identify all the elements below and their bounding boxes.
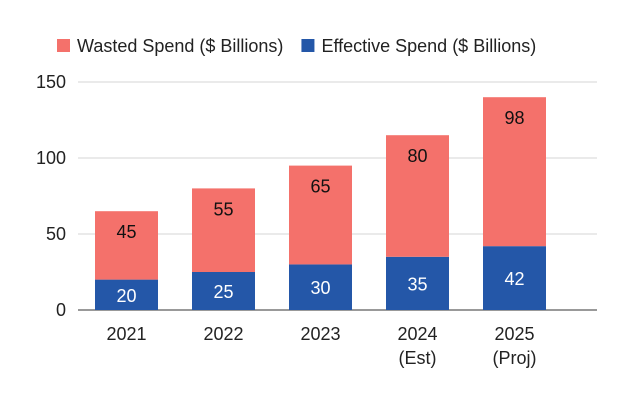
x-tick-label: 2024 bbox=[397, 324, 437, 344]
y-tick-label: 150 bbox=[36, 72, 66, 92]
bar-segment-effective[interactable] bbox=[95, 279, 158, 310]
y-tick-label: 100 bbox=[36, 148, 66, 168]
data-label: 98 bbox=[504, 108, 524, 128]
data-label: 80 bbox=[407, 146, 427, 166]
legend-swatch bbox=[57, 39, 70, 52]
bar-segment-wasted[interactable] bbox=[483, 97, 546, 247]
x-tick-label: 2023 bbox=[300, 324, 340, 344]
data-label: 20 bbox=[116, 286, 136, 306]
data-label: 35 bbox=[407, 274, 427, 294]
data-label: 55 bbox=[213, 199, 233, 219]
x-tick-label: 2025 bbox=[494, 324, 534, 344]
bar-segment-wasted[interactable] bbox=[192, 188, 255, 272]
bar-segment-effective[interactable] bbox=[192, 272, 255, 310]
bar-segment-effective[interactable] bbox=[483, 246, 546, 310]
legend-label: Wasted Spend ($ Billions) bbox=[77, 36, 283, 56]
legend-swatch bbox=[301, 39, 315, 52]
bar-segment-wasted[interactable] bbox=[95, 211, 158, 280]
bar-segment-wasted[interactable] bbox=[289, 165, 352, 265]
y-tick-label: 0 bbox=[56, 300, 66, 320]
data-label: 25 bbox=[213, 282, 233, 302]
x-tick-label: 2022 bbox=[203, 324, 243, 344]
data-label: 30 bbox=[310, 278, 330, 298]
x-tick-label: (Est) bbox=[399, 348, 437, 368]
legend-label: Effective Spend ($ Billions) bbox=[321, 36, 536, 56]
bar-segment-effective[interactable] bbox=[289, 264, 352, 310]
y-tick-label: 50 bbox=[46, 224, 66, 244]
x-tick-label: 2021 bbox=[106, 324, 146, 344]
x-tick-label: (Proj) bbox=[493, 348, 537, 368]
data-label: 65 bbox=[310, 177, 330, 197]
bar-segment-wasted[interactable] bbox=[386, 135, 449, 257]
data-label: 45 bbox=[116, 222, 136, 242]
bar-segment-effective[interactable] bbox=[386, 256, 449, 310]
data-label: 42 bbox=[504, 269, 524, 289]
